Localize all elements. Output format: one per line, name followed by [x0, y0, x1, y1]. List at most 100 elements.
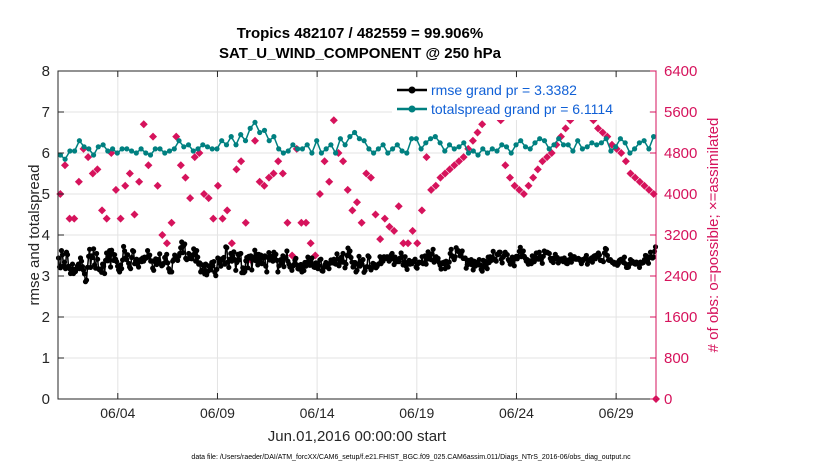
- possible-obs-marker: [394, 202, 403, 211]
- totalspread-point: [598, 140, 605, 146]
- totalspread-point: [532, 140, 538, 146]
- rmse-point: [459, 248, 465, 254]
- possible-obs-marker: [200, 190, 209, 198]
- rmse-point: [445, 264, 451, 270]
- series-layer: [55, 119, 659, 285]
- data-file-footer: data file: /Users/raeder/DAI/ATM_forcXX/…: [191, 454, 631, 461]
- possible-obs-marker: [116, 214, 125, 223]
- left-tick-label: 7: [42, 104, 50, 121]
- possible-obs-marker: [98, 206, 107, 215]
- totalspread-point: [489, 146, 495, 152]
- possible-obs-marker: [135, 177, 144, 186]
- rmse-point: [650, 254, 657, 260]
- rmse-point: [164, 251, 170, 257]
- legend-rmse-marker: [408, 86, 416, 94]
- possible-obs-marker: [413, 239, 422, 248]
- rmse-point: [356, 253, 362, 259]
- totalspread-point: [399, 148, 405, 154]
- possible-obs-marker: [306, 239, 315, 248]
- rmse-point: [412, 256, 418, 262]
- legend-totalspread-marker: [408, 105, 416, 113]
- possible-obs-marker: [144, 161, 153, 170]
- totalspread-point: [352, 129, 358, 136]
- possible-obs-marker: [302, 218, 311, 227]
- rmse-point: [284, 248, 290, 254]
- possible-obs-marker: [510, 181, 519, 190]
- possible-obs-marker: [111, 185, 120, 194]
- x-tick-label: 06/19: [399, 405, 434, 421]
- totalspread-point: [484, 150, 491, 156]
- totalspread-point: [451, 146, 457, 152]
- left-tick-label: 3: [42, 268, 50, 285]
- totalspread-point: [409, 136, 415, 142]
- rmse-point: [87, 246, 93, 252]
- rmse-point: [316, 263, 322, 269]
- left-tick-label: 2: [42, 309, 50, 326]
- right-tick-label: 2400: [664, 268, 697, 285]
- rmse-point: [520, 248, 526, 254]
- possible-obs-marker: [125, 169, 134, 178]
- totalspread-point: [81, 144, 87, 150]
- rmse-point: [340, 250, 346, 257]
- possible-obs-marker: [427, 185, 436, 194]
- possible-obs-marker: [283, 218, 292, 227]
- rmse-point: [348, 254, 354, 261]
- rmse-point: [255, 262, 261, 268]
- rmse-point: [64, 252, 71, 258]
- possible-obs-marker: [297, 218, 306, 227]
- legend-totalspread-label: totalspread grand pr = 6.1114: [431, 101, 613, 117]
- rmse-point: [568, 259, 575, 265]
- rmse-point: [318, 256, 324, 262]
- totalspread-point: [475, 152, 481, 158]
- possible-obs-marker: [621, 157, 630, 166]
- totalspread-point: [570, 148, 576, 154]
- totalspread-point: [418, 146, 424, 152]
- rmse-point: [539, 260, 545, 266]
- possible-obs-marker: [626, 169, 635, 178]
- totalspread-point: [290, 142, 296, 148]
- totalspread-point: [527, 146, 533, 152]
- totalspread-point: [461, 140, 467, 146]
- totalspread-point: [204, 144, 211, 150]
- totalspread-point: [603, 136, 609, 142]
- possible-obs-marker: [524, 181, 533, 190]
- totalspread-point: [380, 142, 386, 148]
- totalspread-point: [299, 146, 305, 152]
- totalspread-point: [617, 136, 624, 142]
- totalspread-point: [138, 146, 144, 152]
- possible-obs-marker: [478, 120, 487, 129]
- rmse-point: [182, 241, 188, 247]
- rmse-point: [231, 249, 237, 255]
- rmse-point: [273, 251, 279, 257]
- possible-obs-marker: [538, 157, 547, 166]
- rmse-point: [293, 255, 299, 261]
- possible-obs-marker: [227, 239, 236, 248]
- possible-obs-marker: [176, 161, 185, 170]
- totalspread-point: [499, 142, 505, 148]
- rmse-point: [102, 270, 108, 277]
- totalspread-point: [390, 146, 396, 152]
- rmse-point: [516, 248, 522, 254]
- rmse-point: [112, 252, 118, 258]
- possible-obs-marker: [380, 214, 389, 223]
- rmse-point: [147, 252, 153, 258]
- rmse-point: [484, 266, 490, 272]
- totalspread-point: [86, 146, 92, 152]
- rmse-point: [69, 261, 76, 267]
- totalspread-point: [261, 127, 268, 133]
- rmse-point: [208, 267, 214, 273]
- rmse-point: [245, 265, 251, 271]
- possible-obs-marker: [645, 185, 654, 194]
- right-tick-label: 4800: [664, 145, 697, 162]
- totalspread-point: [622, 140, 628, 146]
- rmse-point: [210, 263, 216, 269]
- left-tick-label: 1: [42, 350, 50, 367]
- totalspread-point: [556, 136, 562, 142]
- totalspread-point: [513, 142, 519, 148]
- rmse-point: [600, 259, 607, 265]
- possible-obs-marker: [403, 239, 412, 248]
- rmse-point: [603, 246, 610, 252]
- rmse-point: [331, 256, 337, 262]
- totalspread-point: [371, 150, 377, 156]
